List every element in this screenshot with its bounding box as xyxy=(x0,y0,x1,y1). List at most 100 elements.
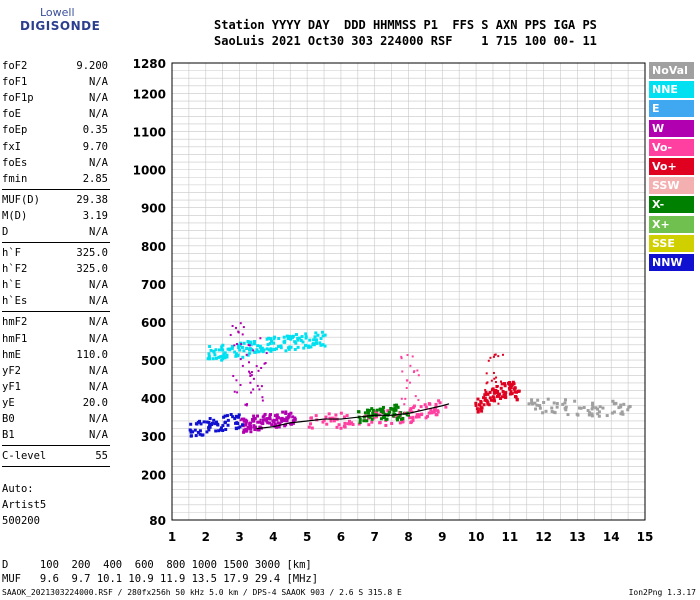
param-label: h`F xyxy=(2,247,21,260)
echo-point xyxy=(490,379,493,382)
echo-point xyxy=(252,342,256,346)
param-value: N/A xyxy=(89,413,108,426)
echo-point xyxy=(596,407,600,411)
echo-point xyxy=(252,377,255,380)
echo-point xyxy=(417,415,421,419)
echo-point xyxy=(232,374,235,377)
echo-point xyxy=(226,418,230,422)
echo-point xyxy=(189,430,193,434)
echo-point xyxy=(223,356,227,360)
x-tick-label: 5 xyxy=(303,530,311,544)
echo-point xyxy=(499,386,503,390)
echo-point xyxy=(411,417,415,421)
echo-point xyxy=(530,401,534,405)
echo-point xyxy=(478,403,482,407)
echo-point xyxy=(496,392,500,396)
echo-point xyxy=(368,408,372,412)
param-label: yE xyxy=(2,396,15,409)
echo-point xyxy=(235,379,238,382)
echo-point xyxy=(272,419,276,423)
echo-point xyxy=(246,403,249,406)
echo-point xyxy=(564,398,568,402)
echo-point xyxy=(409,364,412,367)
param-label: foF1 xyxy=(2,76,28,89)
echo-point xyxy=(257,350,261,354)
echo-point xyxy=(413,370,416,373)
param-value: N/A xyxy=(89,316,108,329)
echo-point xyxy=(298,336,302,340)
echo-point xyxy=(351,423,355,427)
echo-point xyxy=(503,382,507,386)
echo-point xyxy=(302,346,306,350)
echo-point xyxy=(283,417,287,421)
echo-point xyxy=(392,412,396,416)
echo-point xyxy=(335,425,339,429)
echo-point xyxy=(291,415,295,419)
echo-point xyxy=(619,405,623,409)
param-value: 325.0 xyxy=(76,247,108,260)
echo-point xyxy=(234,426,238,430)
echo-point xyxy=(264,362,267,365)
echo-point xyxy=(198,429,202,433)
echo-point xyxy=(416,413,420,417)
echo-point xyxy=(414,415,418,419)
station-header: Station YYYY DAY DDD HHMMSS P1 FFS S AXN… xyxy=(214,17,597,49)
param-label: fmin xyxy=(2,172,28,185)
echo-point xyxy=(491,395,495,399)
echo-point xyxy=(314,341,318,345)
param-value: N/A xyxy=(89,295,108,308)
param-value: 9.200 xyxy=(76,60,108,73)
echo-point xyxy=(491,398,495,402)
echo-point xyxy=(291,421,295,425)
echo-point xyxy=(314,331,318,335)
echo-point xyxy=(296,336,300,340)
echo-point xyxy=(304,332,308,336)
echo-point xyxy=(617,406,621,410)
echo-point xyxy=(582,406,586,410)
header-line-2: SaoLuis 2021 Oct30 303 224000 RSF 1 715 … xyxy=(214,34,597,48)
echo-point xyxy=(591,401,595,405)
param-value: 2.85 xyxy=(82,172,108,185)
y-tick-label: 600 xyxy=(141,316,166,330)
echo-point xyxy=(280,418,284,422)
echo-point xyxy=(253,425,257,429)
echo-point xyxy=(217,355,221,359)
echo-point xyxy=(550,410,554,414)
echo-point xyxy=(375,411,379,415)
echo-point xyxy=(381,407,385,411)
auto-artist: Artist5 xyxy=(2,499,47,511)
echo-point xyxy=(324,415,328,419)
echo-point xyxy=(622,402,626,406)
param-label: fxI xyxy=(2,140,21,153)
param-separator xyxy=(2,188,110,190)
echo-point xyxy=(492,371,495,374)
param-label: h`E xyxy=(2,279,21,292)
echo-point xyxy=(620,410,624,414)
echo-point xyxy=(241,333,244,336)
echo-point xyxy=(493,353,496,356)
x-tick-label: 2 xyxy=(202,530,210,544)
echo-point xyxy=(237,330,240,333)
echo-point xyxy=(591,405,595,409)
echo-point xyxy=(427,411,431,415)
echo-point xyxy=(398,421,402,425)
echo-point xyxy=(263,362,266,365)
x-tick-label: 10 xyxy=(468,530,485,544)
legend-item: NoVal xyxy=(649,62,694,79)
header-line-1: Station YYYY DAY DDD HHMMSS P1 FFS S AXN… xyxy=(214,18,597,32)
echo-point xyxy=(370,417,374,421)
param-row: foEp 0.35 xyxy=(2,122,110,138)
param-row: D N/A xyxy=(2,224,110,240)
echo-point xyxy=(284,423,288,427)
legend-item: NNE xyxy=(649,81,694,99)
y-tick-label: 400 xyxy=(141,392,166,406)
param-row: yE 20.0 xyxy=(2,395,110,411)
echo-point xyxy=(498,395,501,398)
echo-point xyxy=(550,406,554,410)
echo-point xyxy=(420,412,424,416)
echo-point xyxy=(247,344,250,347)
y-tick-label: 80 xyxy=(149,514,166,528)
echo-point xyxy=(417,408,420,411)
echo-point xyxy=(214,429,218,433)
echo-point xyxy=(245,346,249,350)
